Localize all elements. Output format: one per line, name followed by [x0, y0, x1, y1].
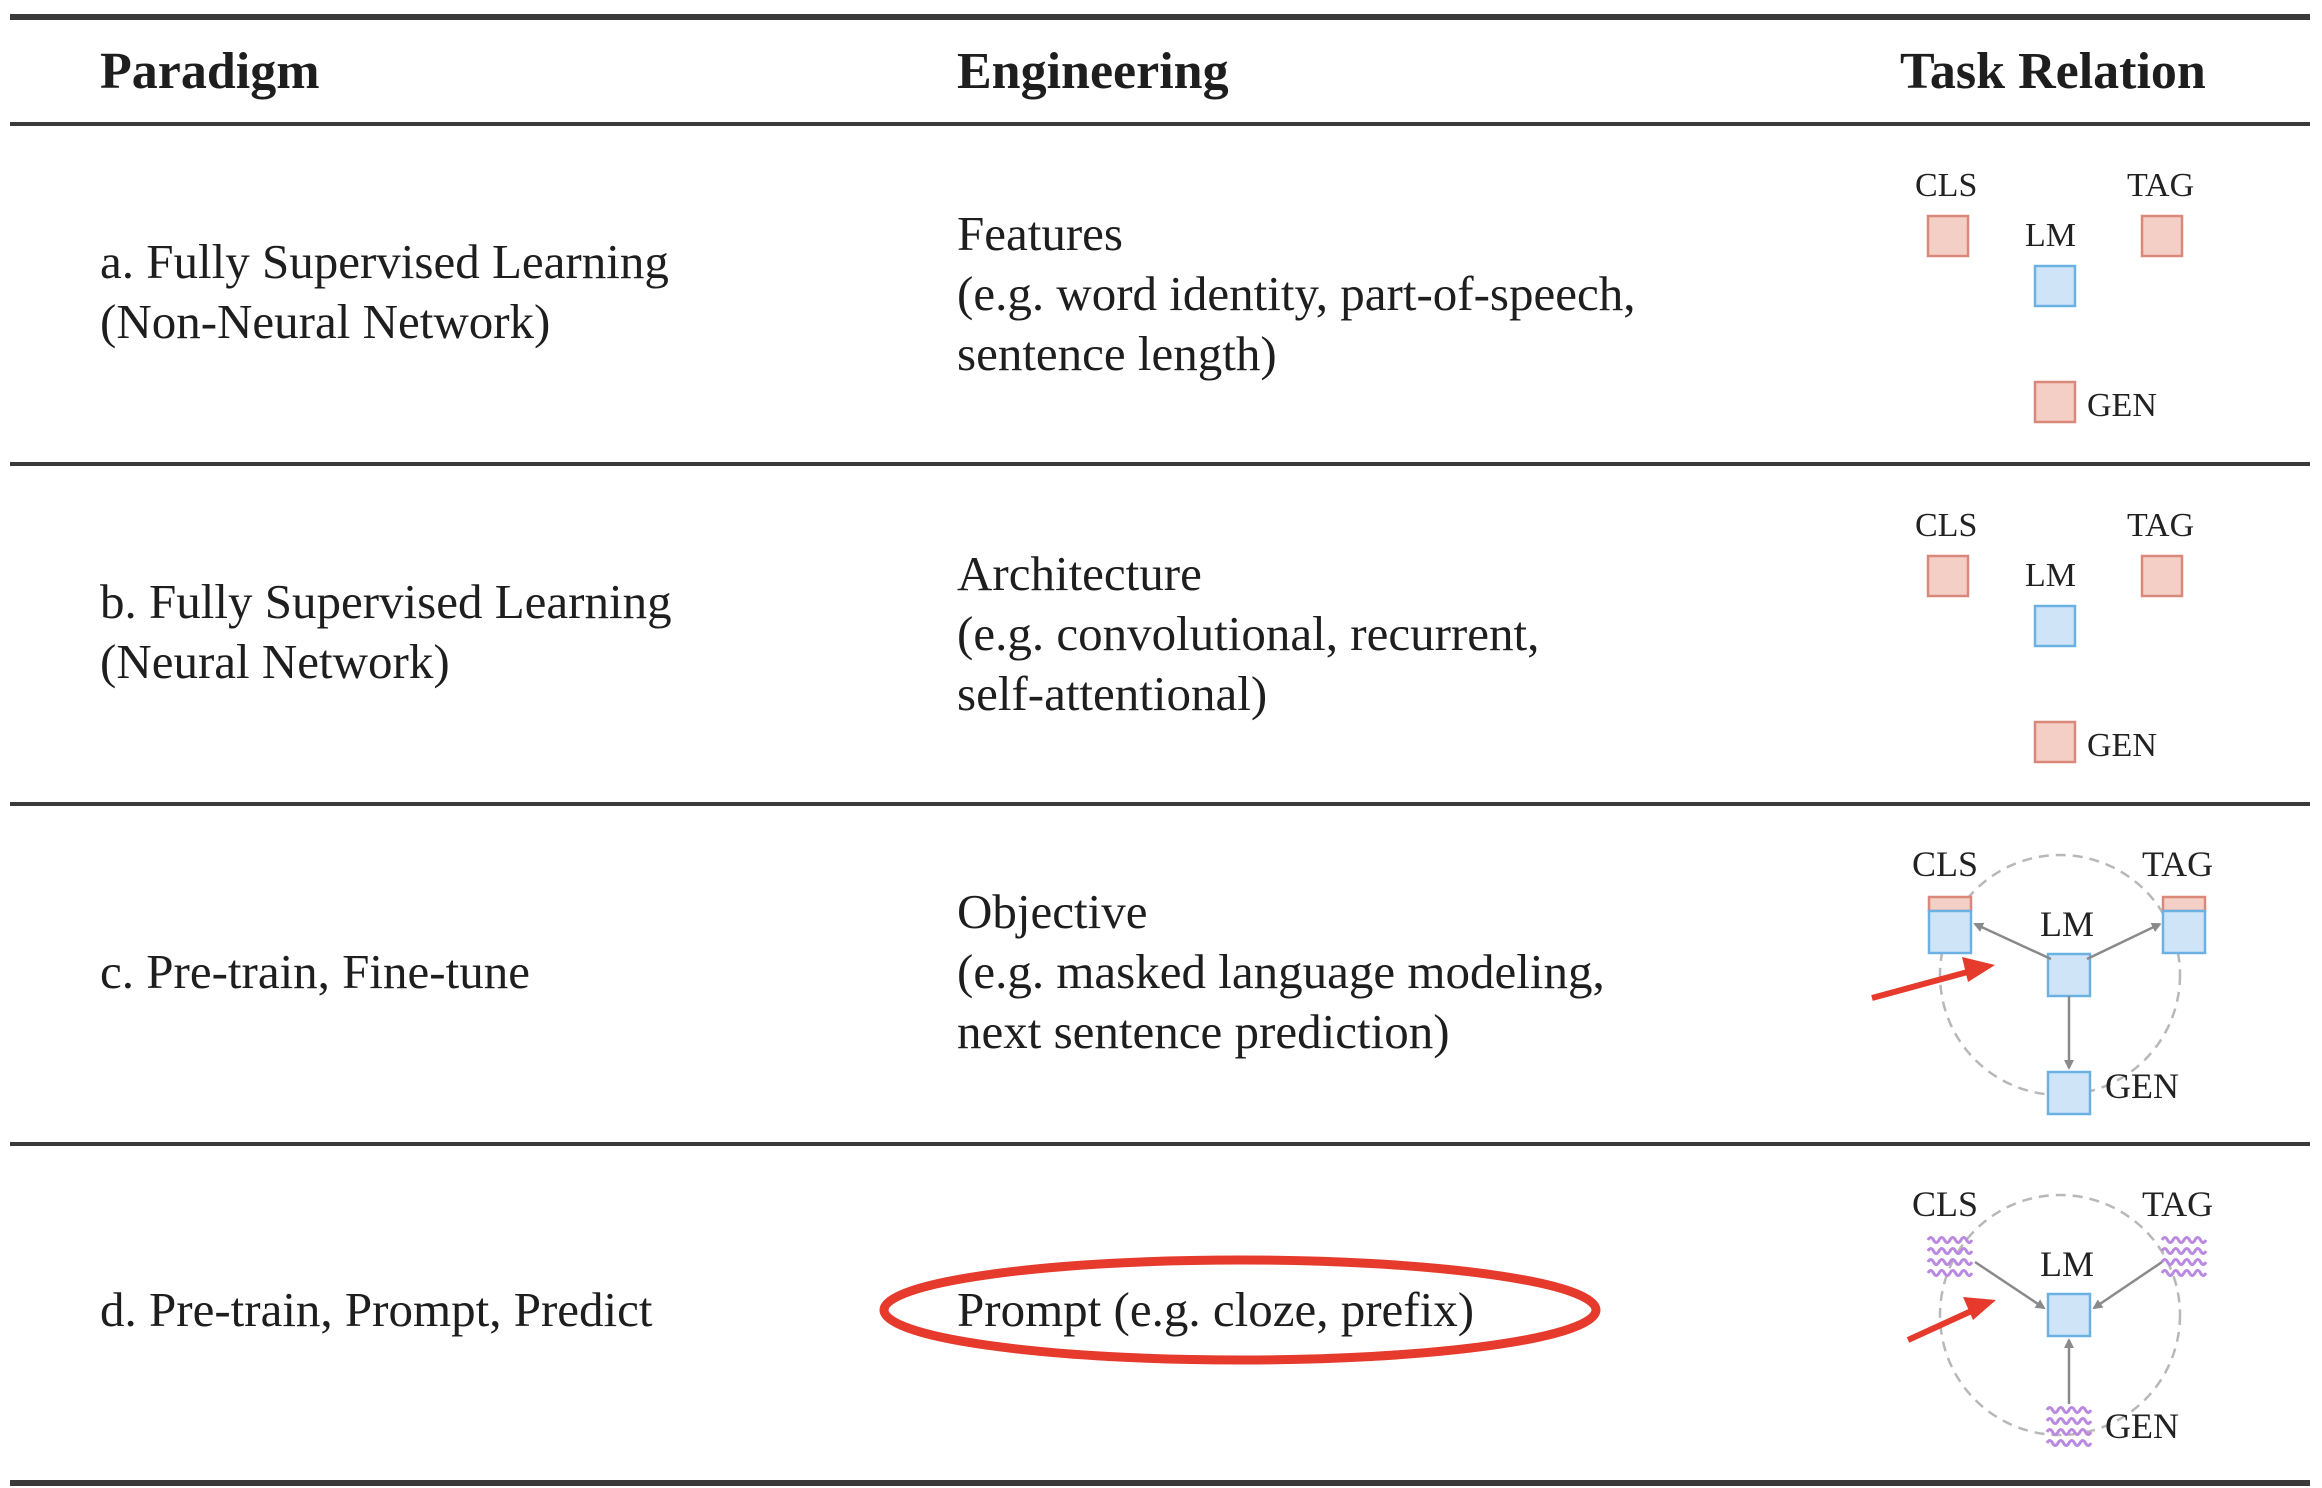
- row-c-paradigm: c. Pre-train, Fine-tune: [100, 942, 530, 1002]
- diagram-label-gen: GEN: [2105, 1066, 2179, 1106]
- row-a-paradigm-line1: a. Fully Supervised Learning: [100, 234, 669, 289]
- tag-task-head: [2161, 895, 2207, 913]
- header-paradigm: Paradigm: [100, 43, 320, 100]
- row-a-engineering-line1: Features: [957, 206, 1123, 261]
- header-engineering: Engineering: [957, 43, 1229, 100]
- diagram-label-tag: TAG: [2127, 167, 2194, 204]
- row-d-paradigm: d. Pre-train, Prompt, Predict: [100, 1280, 653, 1340]
- diagram-label-gen: GEN: [2105, 1406, 2179, 1446]
- diagram-label-cls: CLS: [1912, 844, 1978, 884]
- row-b-engineering-line1: Architecture: [957, 546, 1202, 601]
- task-relation-diagram-d: CLS TAG LM GEN: [1912, 1184, 2213, 1447]
- gen-prompt-wave: [2045, 1406, 2093, 1447]
- arrow-lm-to-tag: [2086, 922, 2162, 961]
- row-c-engineering-line2: (e.g. masked language modeling,: [957, 944, 1605, 999]
- arrow-lm-to-cls: [1973, 922, 2052, 961]
- task-relation-diagram-b: CLS TAG LM GEN: [1915, 507, 2194, 764]
- diagram-label-lm: LM: [2025, 557, 2076, 594]
- gen-task-box: [2033, 380, 2077, 424]
- diagram-label-tag: TAG: [2127, 507, 2194, 544]
- row-b-paradigm-line1: b. Fully Supervised Learning: [100, 574, 672, 629]
- diagram-label-lm: LM: [2025, 217, 2076, 254]
- gen-task-box: [2033, 720, 2077, 764]
- header-bottom-rule: [10, 122, 2310, 126]
- row-b-paradigm-line2: (Neural Network): [100, 634, 450, 689]
- diagram-label-lm: LM: [2040, 904, 2094, 944]
- task-relation-diagram-a: CLS TAG LM GEN: [1915, 167, 2194, 424]
- tag-lm-box: [2161, 909, 2207, 955]
- row-a-engineering-line2: (e.g. word identity, part-of-speech,: [957, 266, 1636, 321]
- arrow-tag-to-lm: [2092, 1260, 2163, 1310]
- row-d-engineering-line1: Prompt (e.g. cloze, prefix): [957, 1282, 1475, 1337]
- table-bottom-rule: [10, 1480, 2310, 1486]
- row-a-engineering: Features (e.g. word identity, part-of-sp…: [957, 204, 1636, 384]
- row-c-engineering-line3: next sentence prediction): [957, 1004, 1450, 1059]
- tag-prompt-wave: [2160, 1236, 2208, 1277]
- lm-box: [2033, 604, 2077, 648]
- arrow-cls-to-lm: [1974, 1260, 2046, 1310]
- row-c-engineering: Objective (e.g. masked language modeling…: [957, 882, 1605, 1062]
- row-b-paradigm: b. Fully Supervised Learning (Neural Net…: [100, 572, 672, 692]
- row-b-engineering: Architecture (e.g. convolutional, recurr…: [957, 544, 1539, 724]
- diagram-label-gen: GEN: [2087, 387, 2157, 424]
- row-c-paradigm-line1: c. Pre-train, Fine-tune: [100, 944, 530, 999]
- diagram-label-tag: TAG: [2142, 844, 2213, 884]
- row-b-engineering-line3: self-attentional): [957, 666, 1268, 721]
- diagram-label-tag: TAG: [2142, 1184, 2213, 1224]
- row-b-engineering-line2: (e.g. convolutional, recurrent,: [957, 606, 1540, 661]
- tag-task-box: [2140, 554, 2184, 598]
- diagram-label-cls: CLS: [1912, 1184, 1978, 1224]
- gen-lm-box: [2046, 1070, 2092, 1116]
- row-d-paradigm-line1: d. Pre-train, Prompt, Predict: [100, 1282, 653, 1337]
- table-top-rule: [10, 14, 2310, 20]
- cls-task-head: [1927, 895, 1973, 913]
- cls-prompt-wave: [1926, 1236, 1974, 1277]
- cls-task-box: [1926, 554, 1970, 598]
- diagram-label-gen: GEN: [2087, 727, 2157, 764]
- row-a-engineering-line3: sentence length): [957, 326, 1277, 381]
- diagram-label-cls: CLS: [1915, 167, 1977, 204]
- diagram-label-lm: LM: [2040, 1244, 2094, 1284]
- row-divider-b: [10, 802, 2310, 806]
- lm-box: [2046, 952, 2092, 998]
- tag-task-box: [2140, 214, 2184, 258]
- row-a-paradigm-line2: (Non-Neural Network): [100, 294, 551, 349]
- diagram-label-cls: CLS: [1915, 507, 1977, 544]
- cls-lm-box: [1927, 909, 1973, 955]
- row-divider-c: [10, 1142, 2310, 1146]
- row-divider-a: [10, 462, 2310, 466]
- lm-box: [2033, 264, 2077, 308]
- cls-task-box: [1926, 214, 1970, 258]
- lm-box: [2046, 1292, 2092, 1338]
- task-relation-diagram-c: CLS TAG LM GEN: [1912, 844, 2213, 1116]
- row-a-paradigm: a. Fully Supervised Learning (Non-Neural…: [100, 232, 669, 352]
- header-task-relation: Task Relation: [1900, 43, 2206, 100]
- row-c-engineering-line1: Objective: [957, 884, 1148, 939]
- row-d-engineering: Prompt (e.g. cloze, prefix): [957, 1280, 1474, 1340]
